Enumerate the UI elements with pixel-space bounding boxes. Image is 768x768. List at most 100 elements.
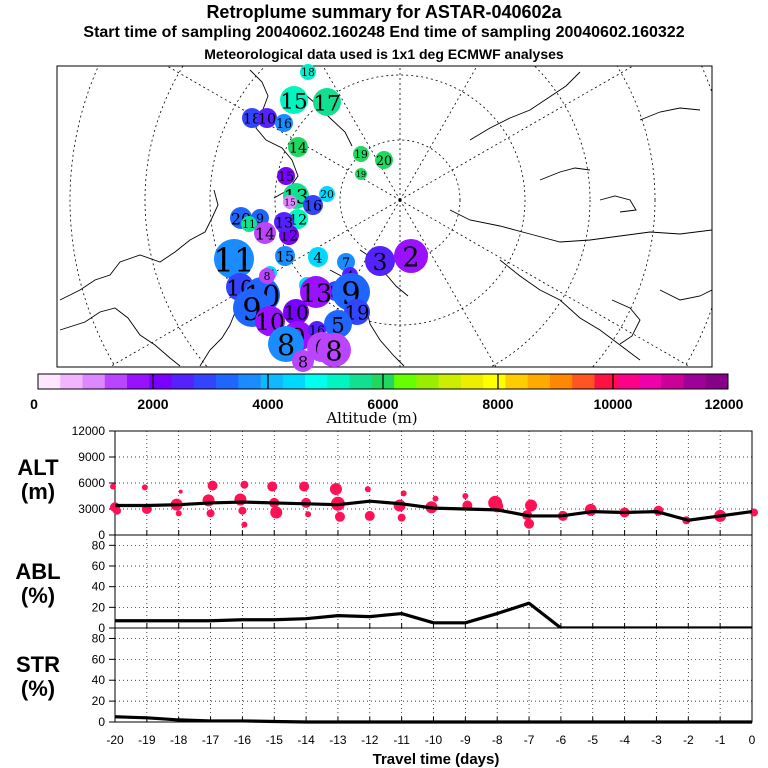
colorbar-swatch <box>394 374 417 389</box>
colorbar-tick-label: 2000 <box>137 396 168 412</box>
plume-marker: 17 <box>313 88 341 116</box>
panel-unit-label: (%) <box>21 676 55 701</box>
plume-marker: 18 <box>300 64 316 80</box>
plume-marker-label: 10 <box>258 112 276 128</box>
colorbar-swatch <box>305 374 328 389</box>
plume-marker: 19 <box>353 146 369 162</box>
plume-marker-label: 18 <box>301 66 315 79</box>
x-tick-label: -9 <box>460 733 471 747</box>
plume-marker-label: 14 <box>255 224 276 243</box>
plume-marker-circle <box>337 253 355 271</box>
colorbar-swatch <box>260 374 284 389</box>
plume-marker: 8 <box>268 326 304 362</box>
colorbar-swatch <box>127 374 150 389</box>
altitude-scatter-point <box>267 481 278 492</box>
x-tick-label: -3 <box>651 733 662 747</box>
colorbar-swatch <box>149 374 173 389</box>
x-tick-label: -19 <box>138 733 156 747</box>
plume-marker-circle <box>353 146 369 162</box>
y-tick-label: 40 <box>92 580 106 594</box>
plume-marker-label: 12 <box>280 229 298 245</box>
plume-marker-label: 10 <box>283 302 308 325</box>
plume-marker: 14 <box>254 222 276 244</box>
altitude-scatter-point <box>525 499 538 512</box>
meteorological-data-line: Meteorological data used is 1x1 deg ECMW… <box>204 46 564 62</box>
altitude-scatter-point <box>364 486 371 493</box>
y-tick-label: 80 <box>92 631 106 645</box>
y-tick-label: 80 <box>92 538 106 552</box>
altitude-colorbar: 0 2000 4000 6000 8000 10000 12000 Altitude (m) <box>30 373 744 427</box>
plume-marker: 10 <box>257 108 277 128</box>
x-tick-label: -5 <box>587 733 598 747</box>
plume-marker-circle <box>275 246 295 266</box>
altitude-scatter-point <box>207 480 218 491</box>
colorbar-swatch <box>216 374 239 389</box>
plume-marker-circle <box>303 195 323 215</box>
plume-marker-label: 15 <box>284 199 296 209</box>
colorbar-swatch <box>38 374 61 389</box>
colorbar-swatch <box>683 374 707 389</box>
altitude-scatter-point <box>270 506 283 519</box>
plume-marker: 2 <box>394 239 428 274</box>
plume-marker: 18 <box>242 108 262 128</box>
x-tick-label: -1 <box>715 733 726 747</box>
plume-marker-circle <box>257 108 277 128</box>
colorbar-swatch <box>460 374 484 389</box>
plume-marker-circle <box>308 247 328 267</box>
plume-marker-label: 3 <box>373 248 388 276</box>
colorbar-swatch <box>104 374 128 389</box>
plume-marker-label: 9 <box>256 211 264 226</box>
y-tick-label: 6000 <box>78 476 105 490</box>
plume-marker-circle <box>214 239 254 279</box>
colorbar-swatch <box>661 374 684 389</box>
plume-marker-circle <box>355 168 367 180</box>
series-line <box>115 499 753 522</box>
colorbar-tick-label: 6000 <box>367 396 398 412</box>
plume-marker: 10 <box>283 299 309 325</box>
altitude-scatter-point <box>334 511 345 522</box>
plume-marker-circle <box>319 186 335 202</box>
x-tick-label: -16 <box>234 733 252 747</box>
panel-label: ALT <box>17 455 59 480</box>
altitude-scatter-point <box>113 506 121 515</box>
plume-marker: 15 <box>283 195 297 209</box>
colorbar-swatch <box>282 374 306 389</box>
y-tick-label: 0 <box>98 528 105 542</box>
plume-marker-circle <box>300 64 316 80</box>
plume-marker-label: 15 <box>278 169 294 184</box>
colorbar-swatch <box>549 374 573 389</box>
colorbar-swatch <box>327 374 351 389</box>
panel-unit-label: (%) <box>21 583 55 608</box>
y-tick-label: 3000 <box>78 502 105 516</box>
plume-marker-circle <box>274 212 294 232</box>
x-tick-label: -2 <box>683 733 694 747</box>
plume-marker-label: 13 <box>275 216 293 232</box>
plume-marker-label: 8 <box>264 270 271 283</box>
altitude-scatter-point <box>397 513 406 522</box>
colorbar-swatch <box>594 374 618 389</box>
colorbar-swatch <box>416 374 440 389</box>
x-axis-label: Travel time (days) <box>373 751 500 768</box>
plume-marker-label: 8 <box>298 352 308 371</box>
colorbar-tick-label: 10000 <box>594 396 633 412</box>
sampling-time-line: Start time of sampling 20040602.160248 E… <box>83 24 685 41</box>
plume-marker-circle <box>280 86 308 114</box>
panel-label: ABL <box>15 559 60 584</box>
plume-marker-circle <box>254 222 276 244</box>
plume-marker: 15 <box>280 86 308 114</box>
plume-marker: 15 <box>277 167 295 185</box>
panel-abl: 0 20 40 60 80 ABL(%) <box>15 534 753 635</box>
x-tick-label: -4 <box>619 733 630 747</box>
altitude-scatter-point <box>240 480 249 489</box>
plume-marker-label: 4 <box>313 251 322 267</box>
colorbar-swatch <box>616 374 640 389</box>
altitude-scatter-point <box>299 481 310 492</box>
x-tick-label: -7 <box>524 733 535 747</box>
altitude-scatter-point <box>305 511 312 518</box>
colorbar-swatch <box>438 374 462 389</box>
plume-marker-circle <box>259 268 275 284</box>
plume-marker-circle <box>324 310 352 338</box>
